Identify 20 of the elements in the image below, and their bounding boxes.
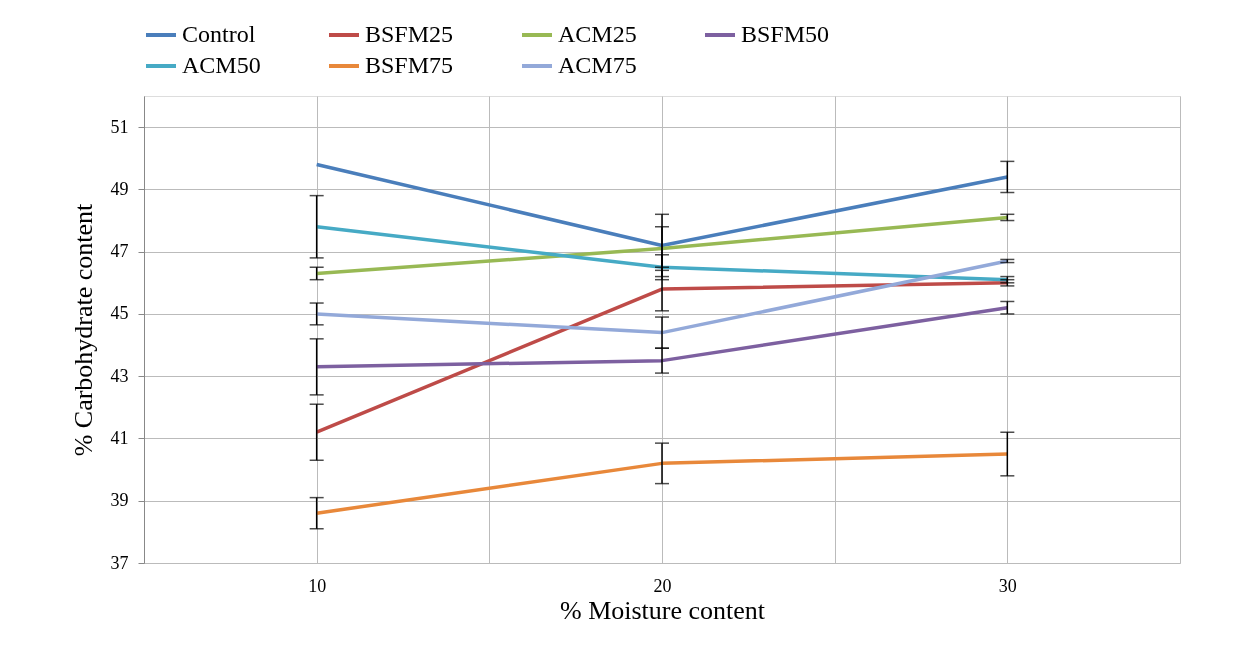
y-tick-label: 47 — [110, 241, 129, 262]
y-tick-label: 51 — [110, 116, 129, 137]
x-axis-title: % Moisture content — [559, 595, 766, 625]
y-tick-label: 43 — [110, 365, 129, 386]
x-tick-label: 20 — [653, 575, 672, 596]
legend-label: ACM75 — [558, 52, 637, 78]
legend-label: Control — [182, 21, 256, 47]
y-axis-title: % Carbohydrate content — [68, 202, 98, 457]
y-tick-label: 45 — [110, 303, 129, 324]
y-tick-label: 49 — [110, 178, 129, 199]
x-tick-label: 30 — [998, 575, 1017, 596]
legend-label: BSFM75 — [365, 52, 454, 78]
y-tick-label: 39 — [110, 490, 129, 511]
legend-label: ACM50 — [182, 52, 261, 78]
y-tick-label: 41 — [110, 427, 129, 448]
x-tick-label: 10 — [308, 575, 327, 596]
y-tick-label: 37 — [110, 552, 129, 573]
legend-label: BSFM50 — [741, 21, 830, 47]
legend-label: BSFM25 — [365, 21, 454, 47]
legend-label: ACM25 — [558, 21, 637, 47]
